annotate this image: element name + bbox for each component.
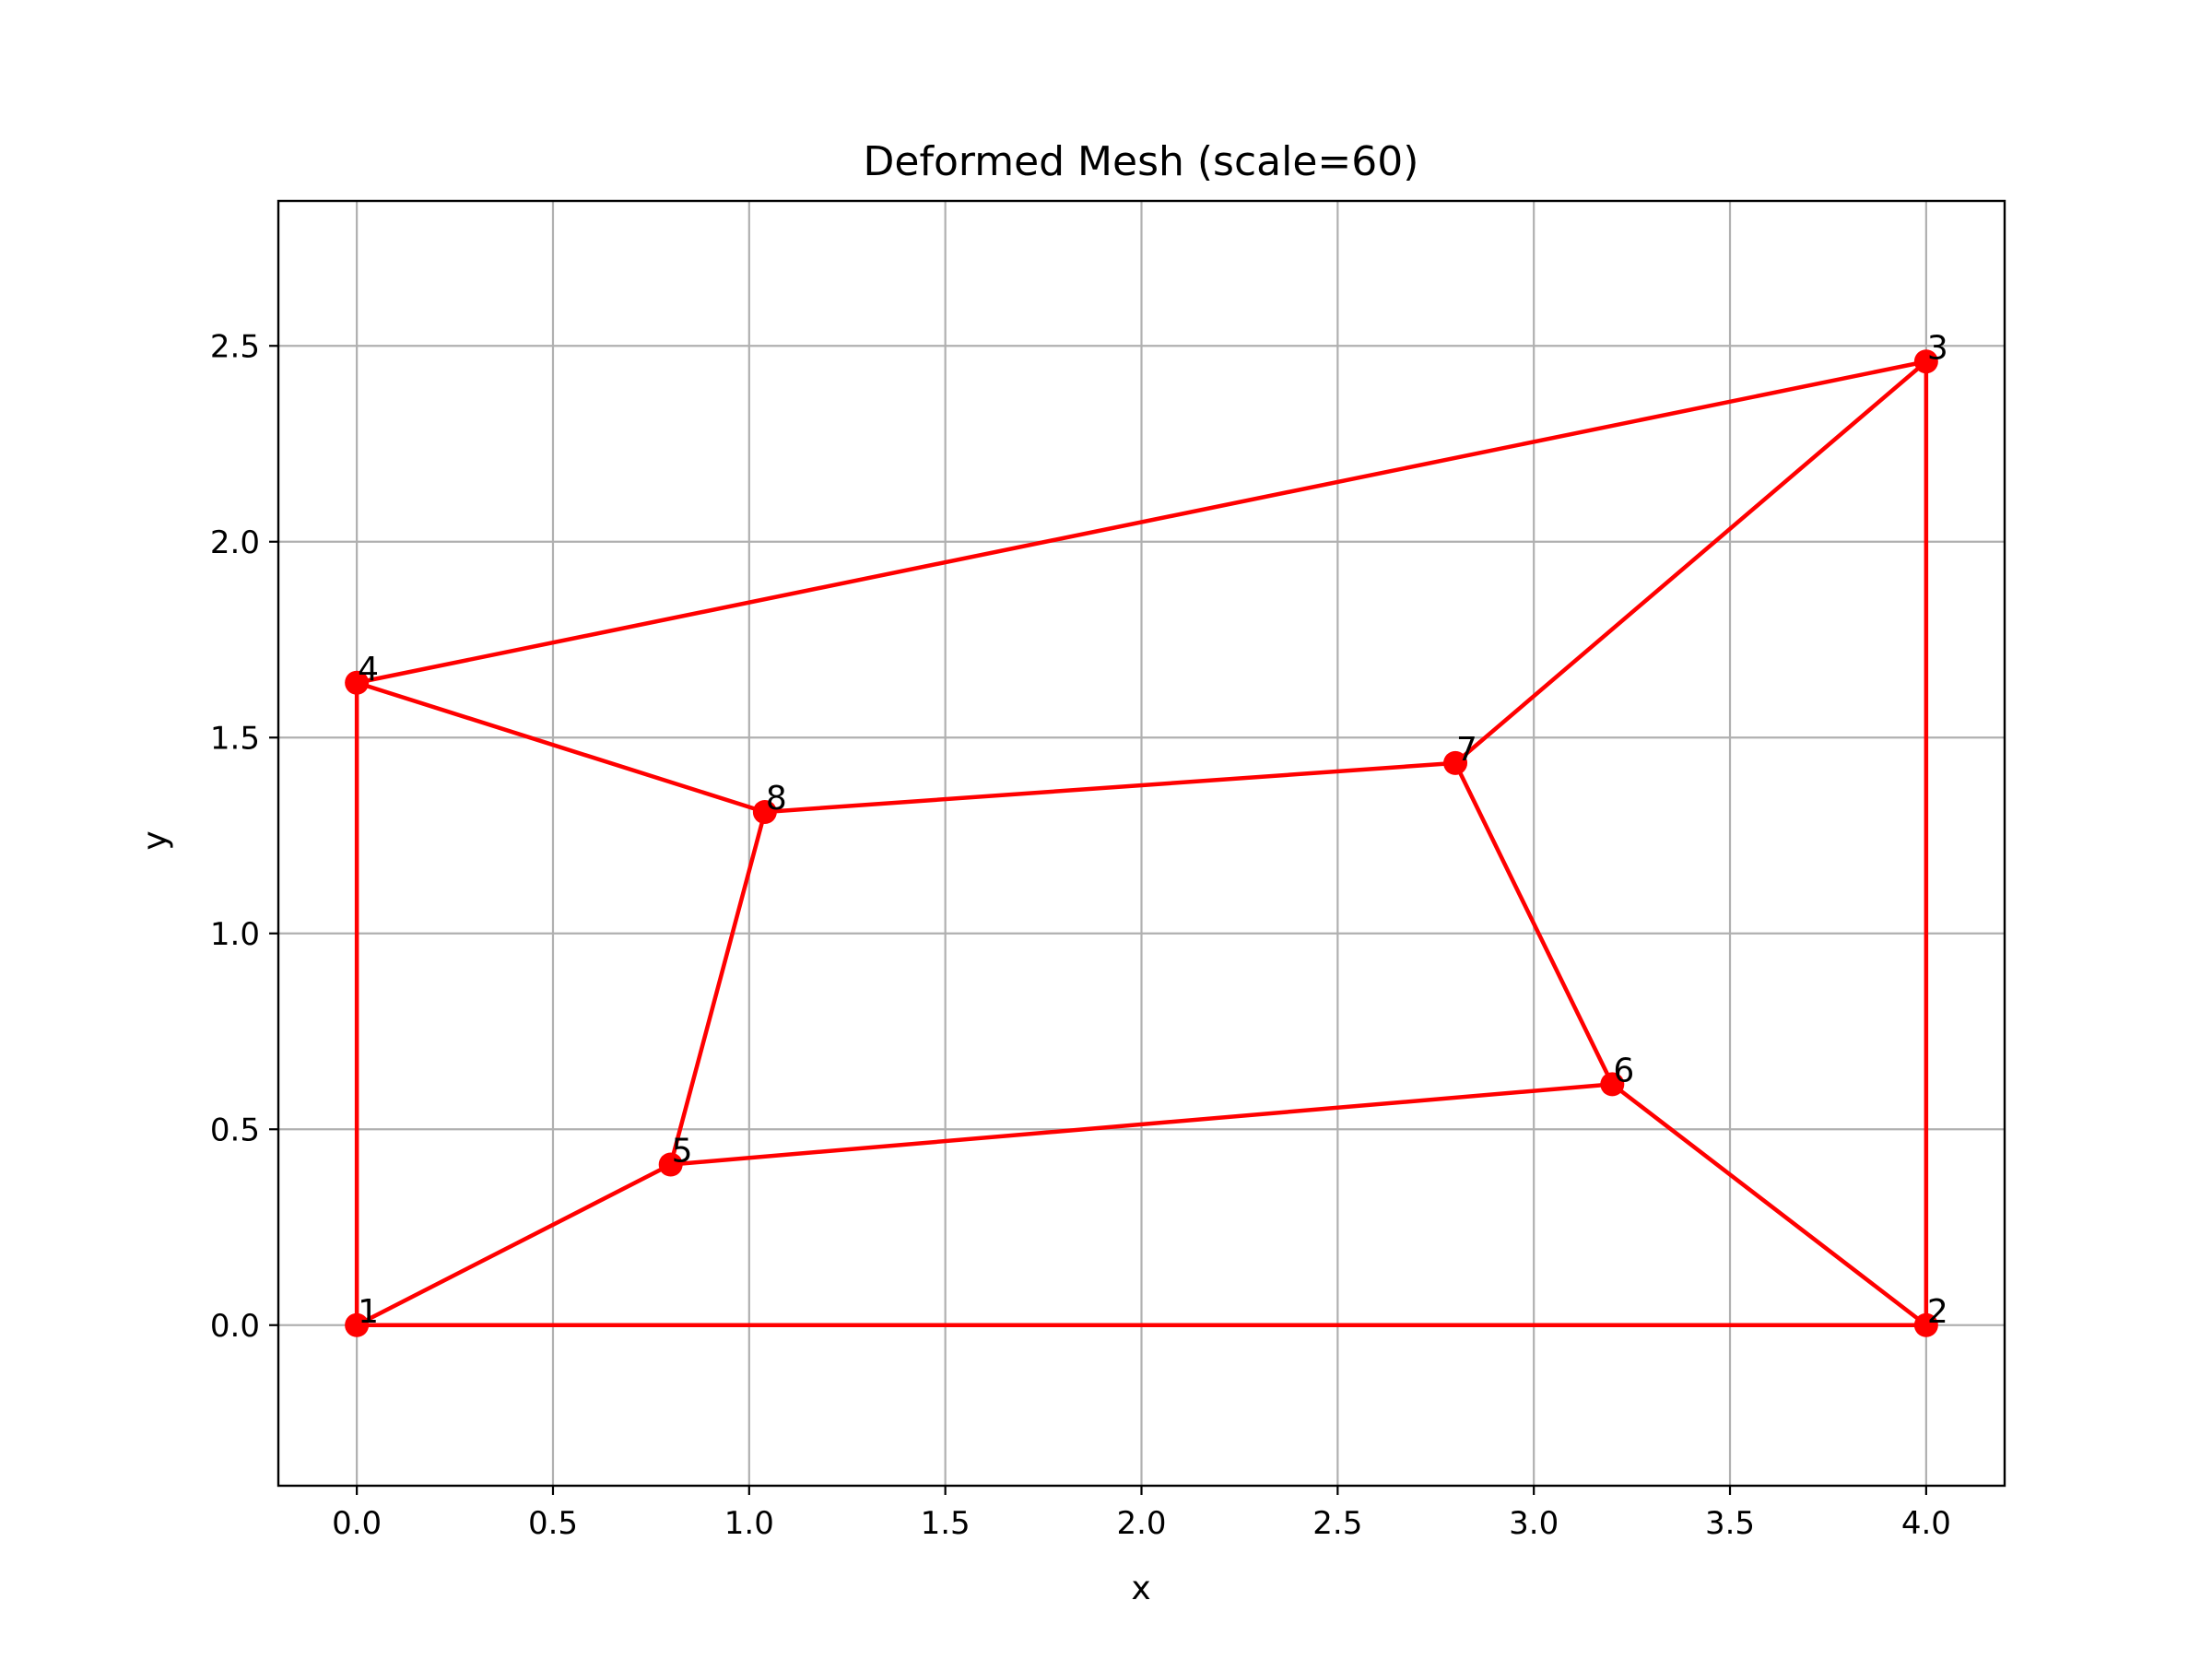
y-tick-label: 2.0 (210, 524, 260, 561)
mesh-edge-5-6 (668, 1082, 1615, 1167)
mesh-edge-8-5 (668, 809, 768, 1167)
axis-ticks: 0.0 0.5 1.0 1.5 2.0 2.5 3.0 3.5 4.0 0.0 0.5 1.0 1.5 2… (210, 328, 1951, 1542)
y-axis-label: y (136, 830, 174, 850)
y-tick-label: 1.5 (210, 720, 260, 757)
x-tick-label: 3.0 (1509, 1505, 1559, 1542)
y-tick-label: 0.0 (210, 1308, 260, 1345)
node-label-1: 1 (358, 1293, 379, 1331)
mesh-edge-1-5 (354, 1162, 673, 1327)
node-labels: 1 2 3 4 5 6 7 8 (358, 329, 1948, 1331)
node-point-2 (1913, 1312, 1938, 1337)
node-label-2: 2 (1927, 1293, 1948, 1331)
node-point-6 (1600, 1072, 1625, 1097)
x-tick-label: 4.0 (1901, 1505, 1951, 1542)
node-label-3: 3 (1927, 329, 1948, 367)
mesh-nodes (345, 349, 1938, 1337)
x-tick-label: 2.0 (1116, 1505, 1166, 1542)
x-tick-label: 3.5 (1705, 1505, 1755, 1542)
node-label-5: 5 (672, 1133, 693, 1171)
mesh-edges (354, 359, 1929, 1327)
x-tick-label: 2.5 (1312, 1505, 1362, 1542)
y-tick-label: 1.0 (210, 916, 260, 953)
node-point-4 (345, 670, 370, 695)
x-tick-label: 0.0 (332, 1505, 382, 1542)
mesh-edge-6-7 (1453, 760, 1615, 1087)
mesh-edge-7-8 (762, 760, 1458, 815)
mesh-edge-7-3 (1453, 359, 1929, 766)
x-tick-label: 0.5 (528, 1505, 578, 1542)
node-label-8: 8 (766, 780, 787, 818)
chart-title: Deformed Mesh (scale=60) (864, 138, 1419, 185)
x-axis-label: x (1131, 1570, 1150, 1607)
y-tick-label: 0.5 (210, 1112, 260, 1148)
mesh-edge-3-4 (354, 359, 1929, 685)
x-tick-label: 1.0 (724, 1505, 774, 1542)
mesh-edge-6-2 (1610, 1082, 1929, 1327)
node-point-8 (752, 800, 777, 824)
y-tick-label: 2.5 (210, 328, 260, 365)
node-point-5 (658, 1152, 683, 1177)
mesh-edge-8-4 (354, 680, 768, 815)
node-label-4: 4 (358, 651, 379, 688)
node-point-3 (1913, 349, 1938, 374)
node-point-7 (1443, 750, 1468, 775)
x-tick-label: 1.5 (921, 1505, 971, 1542)
node-label-6: 6 (1613, 1052, 1634, 1089)
node-point-1 (345, 1312, 370, 1337)
node-label-7: 7 (1456, 731, 1477, 769)
